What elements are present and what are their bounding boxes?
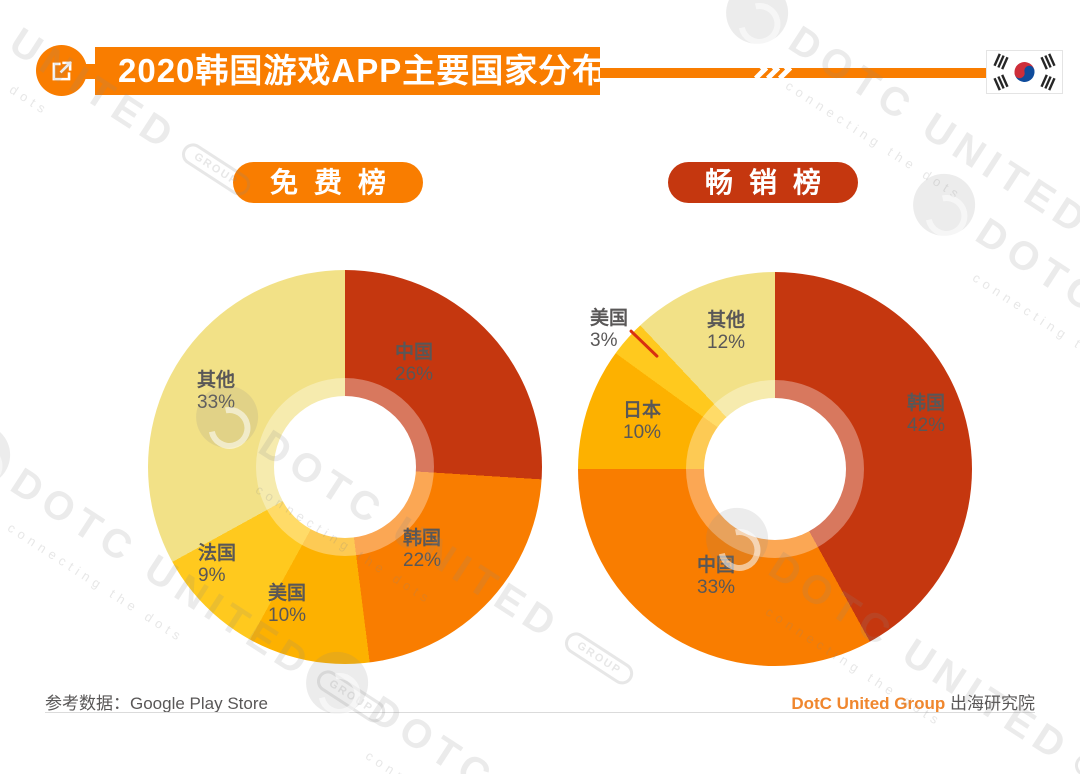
free-chart: 中国 26% 韩国 22% 美国 10% 法国 9% 其他 33% (148, 270, 542, 664)
slice-label: 日本 10% (623, 400, 662, 443)
brand-name: DotC United Group (791, 694, 946, 713)
watermark-dot-logo (714, 0, 800, 56)
banner-connector (83, 64, 96, 79)
watermark-dot-logo (901, 162, 987, 248)
external-link-icon (52, 60, 72, 80)
donut-hole (274, 396, 416, 538)
slice-label: 中国 33% (697, 555, 736, 598)
south-korea-flag-icon (986, 50, 1063, 94)
watermark: DOTC UNITED GROUP connecting the dots (0, 0, 265, 233)
grossing-chart: 韩国 42% 中国 33% 日本 10% 美国 3% 其他 12% (578, 272, 972, 666)
triple-chevron-right-icon (746, 58, 793, 81)
slice-label: 中国 26% (395, 342, 434, 385)
slice-label: 其他 12% (707, 310, 746, 353)
free-chart-badge: 免费榜 (233, 162, 423, 203)
slice-label: 美国 3% (590, 308, 629, 351)
slice-label: 法国 9% (198, 543, 237, 586)
grossing-chart-badge: 畅销榜 (668, 162, 858, 203)
footer-divider (45, 712, 1035, 713)
title-banner: 2020韩国游戏APP主要国家分布 (95, 47, 607, 95)
banner-rule (600, 68, 986, 78)
data-source-note: 参考数据：Google Play Store (45, 694, 268, 713)
brand-suffix: 出海研究院 (945, 694, 1035, 713)
header-badge (36, 45, 87, 96)
slice-label: 韩国 42% (907, 393, 946, 436)
page-title: 2020韩国游戏APP主要国家分布 (118, 52, 607, 89)
slice-label: 其他 33% (197, 370, 236, 413)
slice-label: 美国 10% (268, 583, 307, 626)
watermark: DOTC UNITED GROUP connecting the dots (703, 0, 1080, 318)
watermark-dot-logo (0, 412, 22, 498)
slice-label: 韩国 22% (403, 528, 442, 571)
brand-credit: DotC United Group 出海研究院 (791, 689, 1035, 714)
donut-hole (704, 398, 846, 540)
